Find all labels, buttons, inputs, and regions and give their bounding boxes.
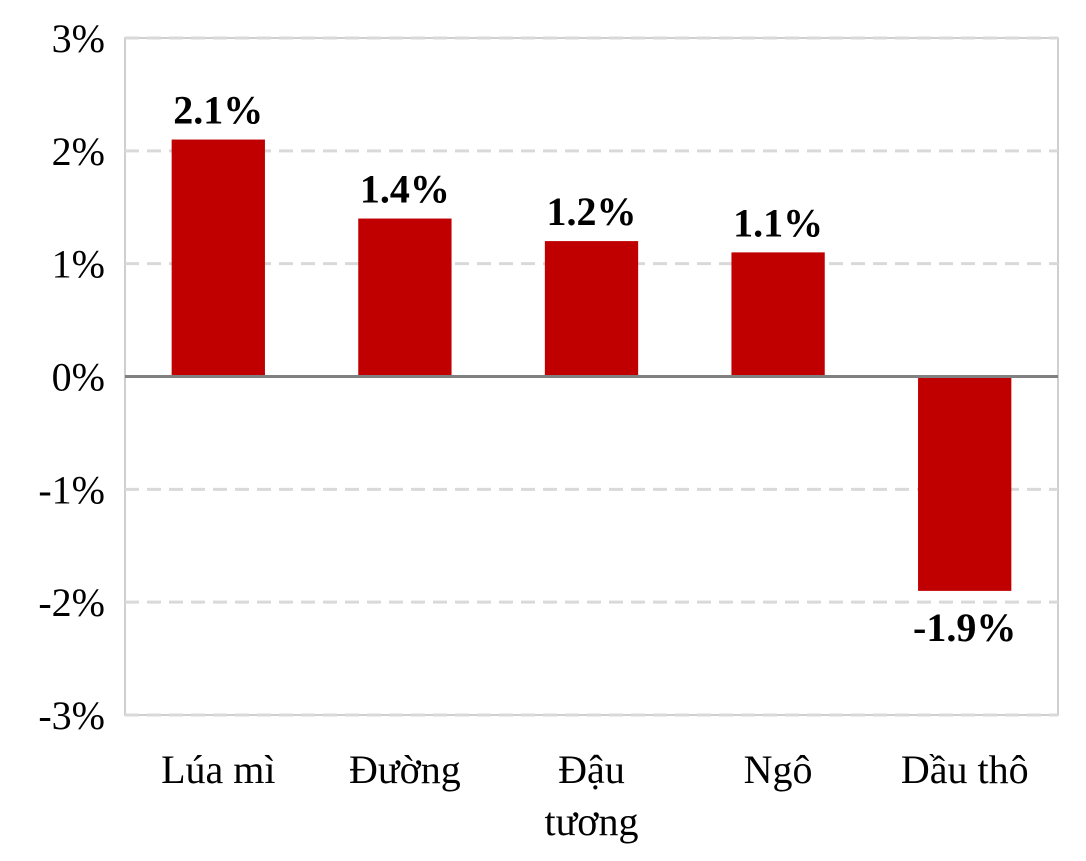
category-label: Đường: [349, 747, 461, 792]
y-tick-label: 2%: [52, 129, 105, 174]
y-tick-label: 1%: [52, 242, 105, 287]
grid-layer: [125, 36, 1058, 717]
bars-layer: [171, 139, 1012, 591]
bar: [171, 139, 265, 377]
data-label: 1.1%: [733, 200, 823, 245]
category-label: Dầu thô: [901, 747, 1029, 792]
category-label: tương: [545, 799, 639, 844]
y-tick-label: -2%: [38, 580, 105, 625]
y-tick-label: 0%: [52, 355, 105, 400]
bar: [731, 252, 825, 377]
bar: [918, 376, 1012, 591]
bar: [358, 218, 452, 377]
data-label: 2.1%: [173, 88, 263, 133]
category-label: Lúa mì: [161, 747, 275, 792]
data-labels: 2.1% 1.4% 1.2% 1.1% -1.9%: [173, 88, 1016, 650]
bar: [544, 241, 639, 377]
category-label: Ngô: [744, 747, 813, 792]
y-axis-tick-labels: 3% 2% 1% 0% -1% -2% -3%: [38, 16, 105, 738]
y-tick-label: -3%: [38, 693, 105, 738]
data-label: -1.9%: [913, 605, 1016, 650]
x-axis-category-labels: Lúa mì Đường Đậu tương Ngô Dầu thô: [161, 747, 1028, 844]
y-tick-label: -1%: [38, 467, 105, 512]
y-tick-label: 3%: [52, 16, 105, 61]
data-label: 1.2%: [547, 189, 637, 234]
category-label: Đậu: [558, 747, 625, 792]
data-label: 1.4%: [360, 167, 450, 212]
